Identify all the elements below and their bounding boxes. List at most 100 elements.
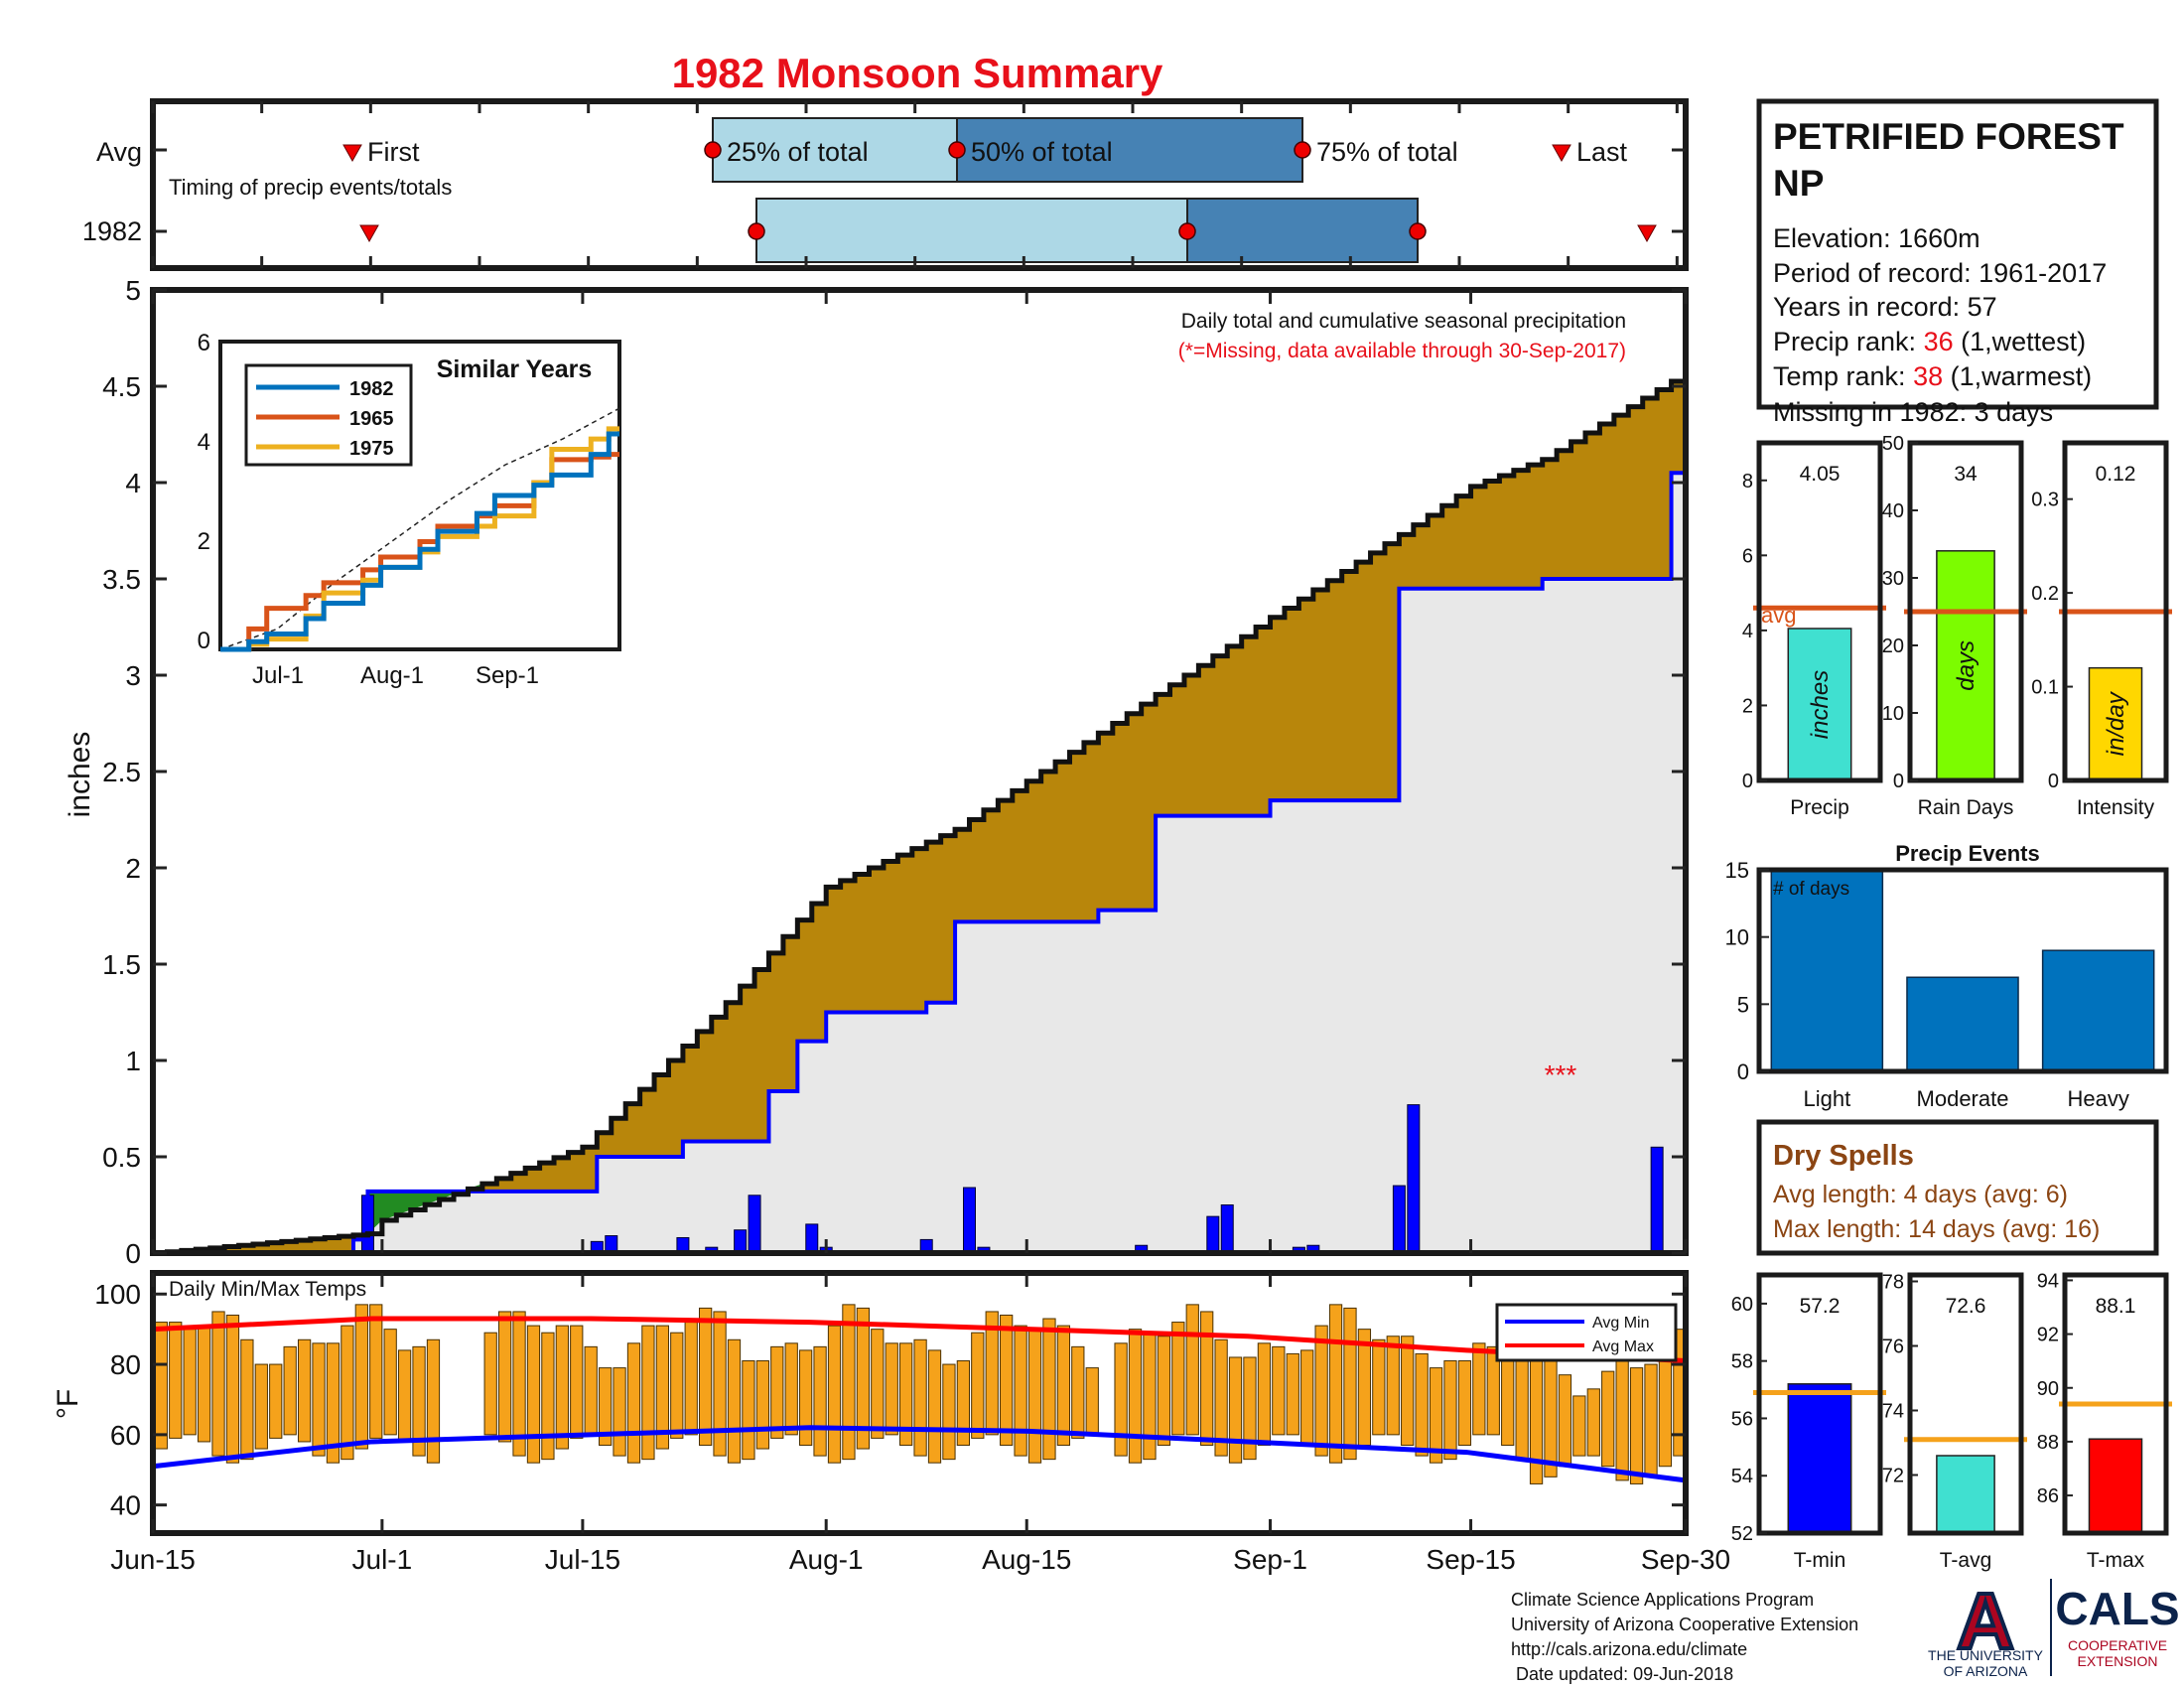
similar-years-inset: Similar Years 1982 1965 1975 6 4 2 0 Jul… (198, 330, 621, 689)
daily-temp-bar (1515, 1352, 1529, 1461)
cals-coop-text: COOPERATIVE (2068, 1637, 2167, 1653)
date-xtick-label: Jul-1 (352, 1544, 413, 1575)
intensity-stat-frame (2062, 440, 2169, 783)
daily-temp-bar (1300, 1349, 1314, 1446)
daily-temp-bar (871, 1329, 885, 1439)
temp-rank-label: Temp rank: (1773, 361, 1913, 391)
events-category-label: Heavy (2067, 1086, 2128, 1111)
temp-rank-note: (1,warmest) (1943, 361, 2092, 391)
daily-precip-bar (748, 1195, 761, 1254)
daily-temp-bar (1272, 1345, 1286, 1436)
date-xtick-label: Sep-1 (1233, 1544, 1307, 1575)
daily-temp-bar (1071, 1345, 1085, 1439)
footer: Climate Science Applications Program Uni… (1511, 1590, 1858, 1684)
first-label: First (367, 137, 420, 167)
station-elevation: Elevation: 1660m (1773, 223, 1980, 253)
daily-temp-bar (1472, 1342, 1486, 1436)
footer-program: Climate Science Applications Program (1511, 1590, 1814, 1610)
precip-rank-label: Precip rank: (1773, 327, 1924, 356)
tmax-stat-tick-label: 90 (2037, 1378, 2059, 1400)
intensity-stat-tick-label: 0.1 (2031, 677, 2059, 699)
daily-precip-bar (1407, 1104, 1421, 1254)
precip-avg-label: avg (1761, 603, 1796, 628)
daily-precip-bar (734, 1229, 748, 1254)
station-info-box: PETRIFIED FOREST NP Elevation: 1660m Per… (1756, 98, 2159, 427)
daily-temp-bar (283, 1345, 297, 1436)
station-period: Period of record: 1961-2017 (1773, 258, 2107, 288)
daily-temp-bar (1415, 1352, 1429, 1457)
daily-temp-bar (670, 1332, 684, 1439)
daily-temp-bar (1014, 1325, 1027, 1457)
legend-1975-label: 1975 (349, 438, 394, 460)
daily-temp-bar (1085, 1367, 1099, 1436)
daily-temp-bars (154, 1304, 1687, 1484)
events-title: Precip Events (1895, 841, 2040, 866)
legend-avgmax-label: Avg Max (1592, 1338, 1654, 1355)
temp-rank: Temp rank: 38 (1,warmest) (1773, 361, 2092, 391)
y1982-p75-marker (1409, 222, 1427, 240)
daily-precip-bar (1220, 1204, 1234, 1254)
inset-1982-line (220, 431, 619, 652)
daily-temp-bar (1243, 1356, 1257, 1461)
chart-title: 1982 Monsoon Summary (672, 50, 1163, 96)
precip-ytick-label: 4.5 (102, 371, 141, 402)
tmin-stat-tick-label: 54 (1731, 1466, 1753, 1487)
precip-stat-label: Precip (1790, 796, 1849, 819)
inset-ytick-2: 2 (198, 528, 210, 555)
temps-y-axis: 40 60 80 100 (94, 1279, 1686, 1521)
daily-temp-bar (1644, 1363, 1658, 1477)
daily-temp-bar (397, 1349, 412, 1443)
daily-temp-bar (1228, 1356, 1243, 1464)
inset-ytick-0: 0 (198, 628, 210, 654)
events-ylabel: # of days (1773, 879, 1849, 900)
raindays-stat-tick-label: 30 (1882, 568, 1904, 590)
daily-temp-bar (1658, 1345, 1673, 1468)
y1982-25-50-box (755, 198, 1188, 263)
precip-stat-tick-label: 2 (1742, 695, 1753, 717)
daily-temp-bar (512, 1311, 526, 1457)
station-name: PETRIFIED FOREST (1773, 116, 2124, 157)
daily-temp-bar (1000, 1314, 1014, 1446)
events-axis: 0 5 10 15 Light Moderate Heavy (1725, 858, 2129, 1111)
event-bar (2041, 949, 2155, 1072)
daily-temp-bar (1558, 1374, 1572, 1468)
daily-temp-bar (1457, 1360, 1472, 1446)
station-name-line2: NP (1773, 163, 1824, 204)
events-tick-label: 5 (1737, 992, 1749, 1017)
temp-stats-panels: 52 54 56 58 60 57.2 T-min 72 74 76 78 72.6 T-avg 86 88… (1731, 1270, 2172, 1572)
daily-temp-bar (827, 1325, 842, 1464)
tmin-stat-tick-label: 60 (1731, 1294, 1753, 1316)
tmin-stat-bar (1787, 1383, 1852, 1534)
avg-first-marker (342, 144, 362, 163)
daily-temp-bar (369, 1304, 383, 1439)
last-label: Last (1576, 137, 1628, 167)
tmax-stat-tick-label: 94 (2037, 1270, 2059, 1292)
daily-temp-bar (254, 1363, 268, 1450)
avg-max-line (152, 1316, 1687, 1364)
dry-spells-box: Dry Spells Avg length: 4 days (avg: 6) M… (1756, 1119, 2159, 1256)
daily-temp-bar (1286, 1352, 1299, 1436)
cals-logo-icon: CALS (2055, 1583, 2179, 1634)
timing-subtitle: Timing of precip events/totals (169, 175, 452, 200)
event-bar (1906, 976, 2019, 1072)
daily-temp-bar (799, 1349, 813, 1446)
daily-temp-bar (742, 1360, 755, 1461)
daily-temp-bar (1157, 1336, 1171, 1446)
precip-stat-frame (1756, 440, 1883, 783)
date-x-axis: Jun-15 Jul-1 Jul-15 Aug-1 Aug-15 Sep-1 Sep-15 S… (110, 290, 1730, 1575)
daily-precip-bar (1206, 1215, 1220, 1254)
daily-temp-bar (1027, 1329, 1042, 1464)
precip-ytick-label: 2.5 (102, 757, 141, 787)
daily-temp-bar (813, 1345, 827, 1457)
daily-temp-bar (383, 1329, 397, 1436)
tmax-stat-tick-label: 86 (2037, 1485, 2059, 1507)
tavg-stat-bar (1936, 1455, 1995, 1534)
y1982-p50-marker (1178, 222, 1196, 240)
average-cumulative-line (153, 471, 1686, 1255)
dry-frame (1756, 1119, 2159, 1256)
inset-ytick-6: 6 (198, 330, 210, 356)
tmax-stat-tick-label: 88 (2037, 1432, 2059, 1454)
daily-temp-bar (727, 1338, 742, 1464)
timing-panel: Avg 1982 Timing of precip events/totals … (82, 98, 1689, 271)
daily-temp-bar (1544, 1349, 1558, 1477)
